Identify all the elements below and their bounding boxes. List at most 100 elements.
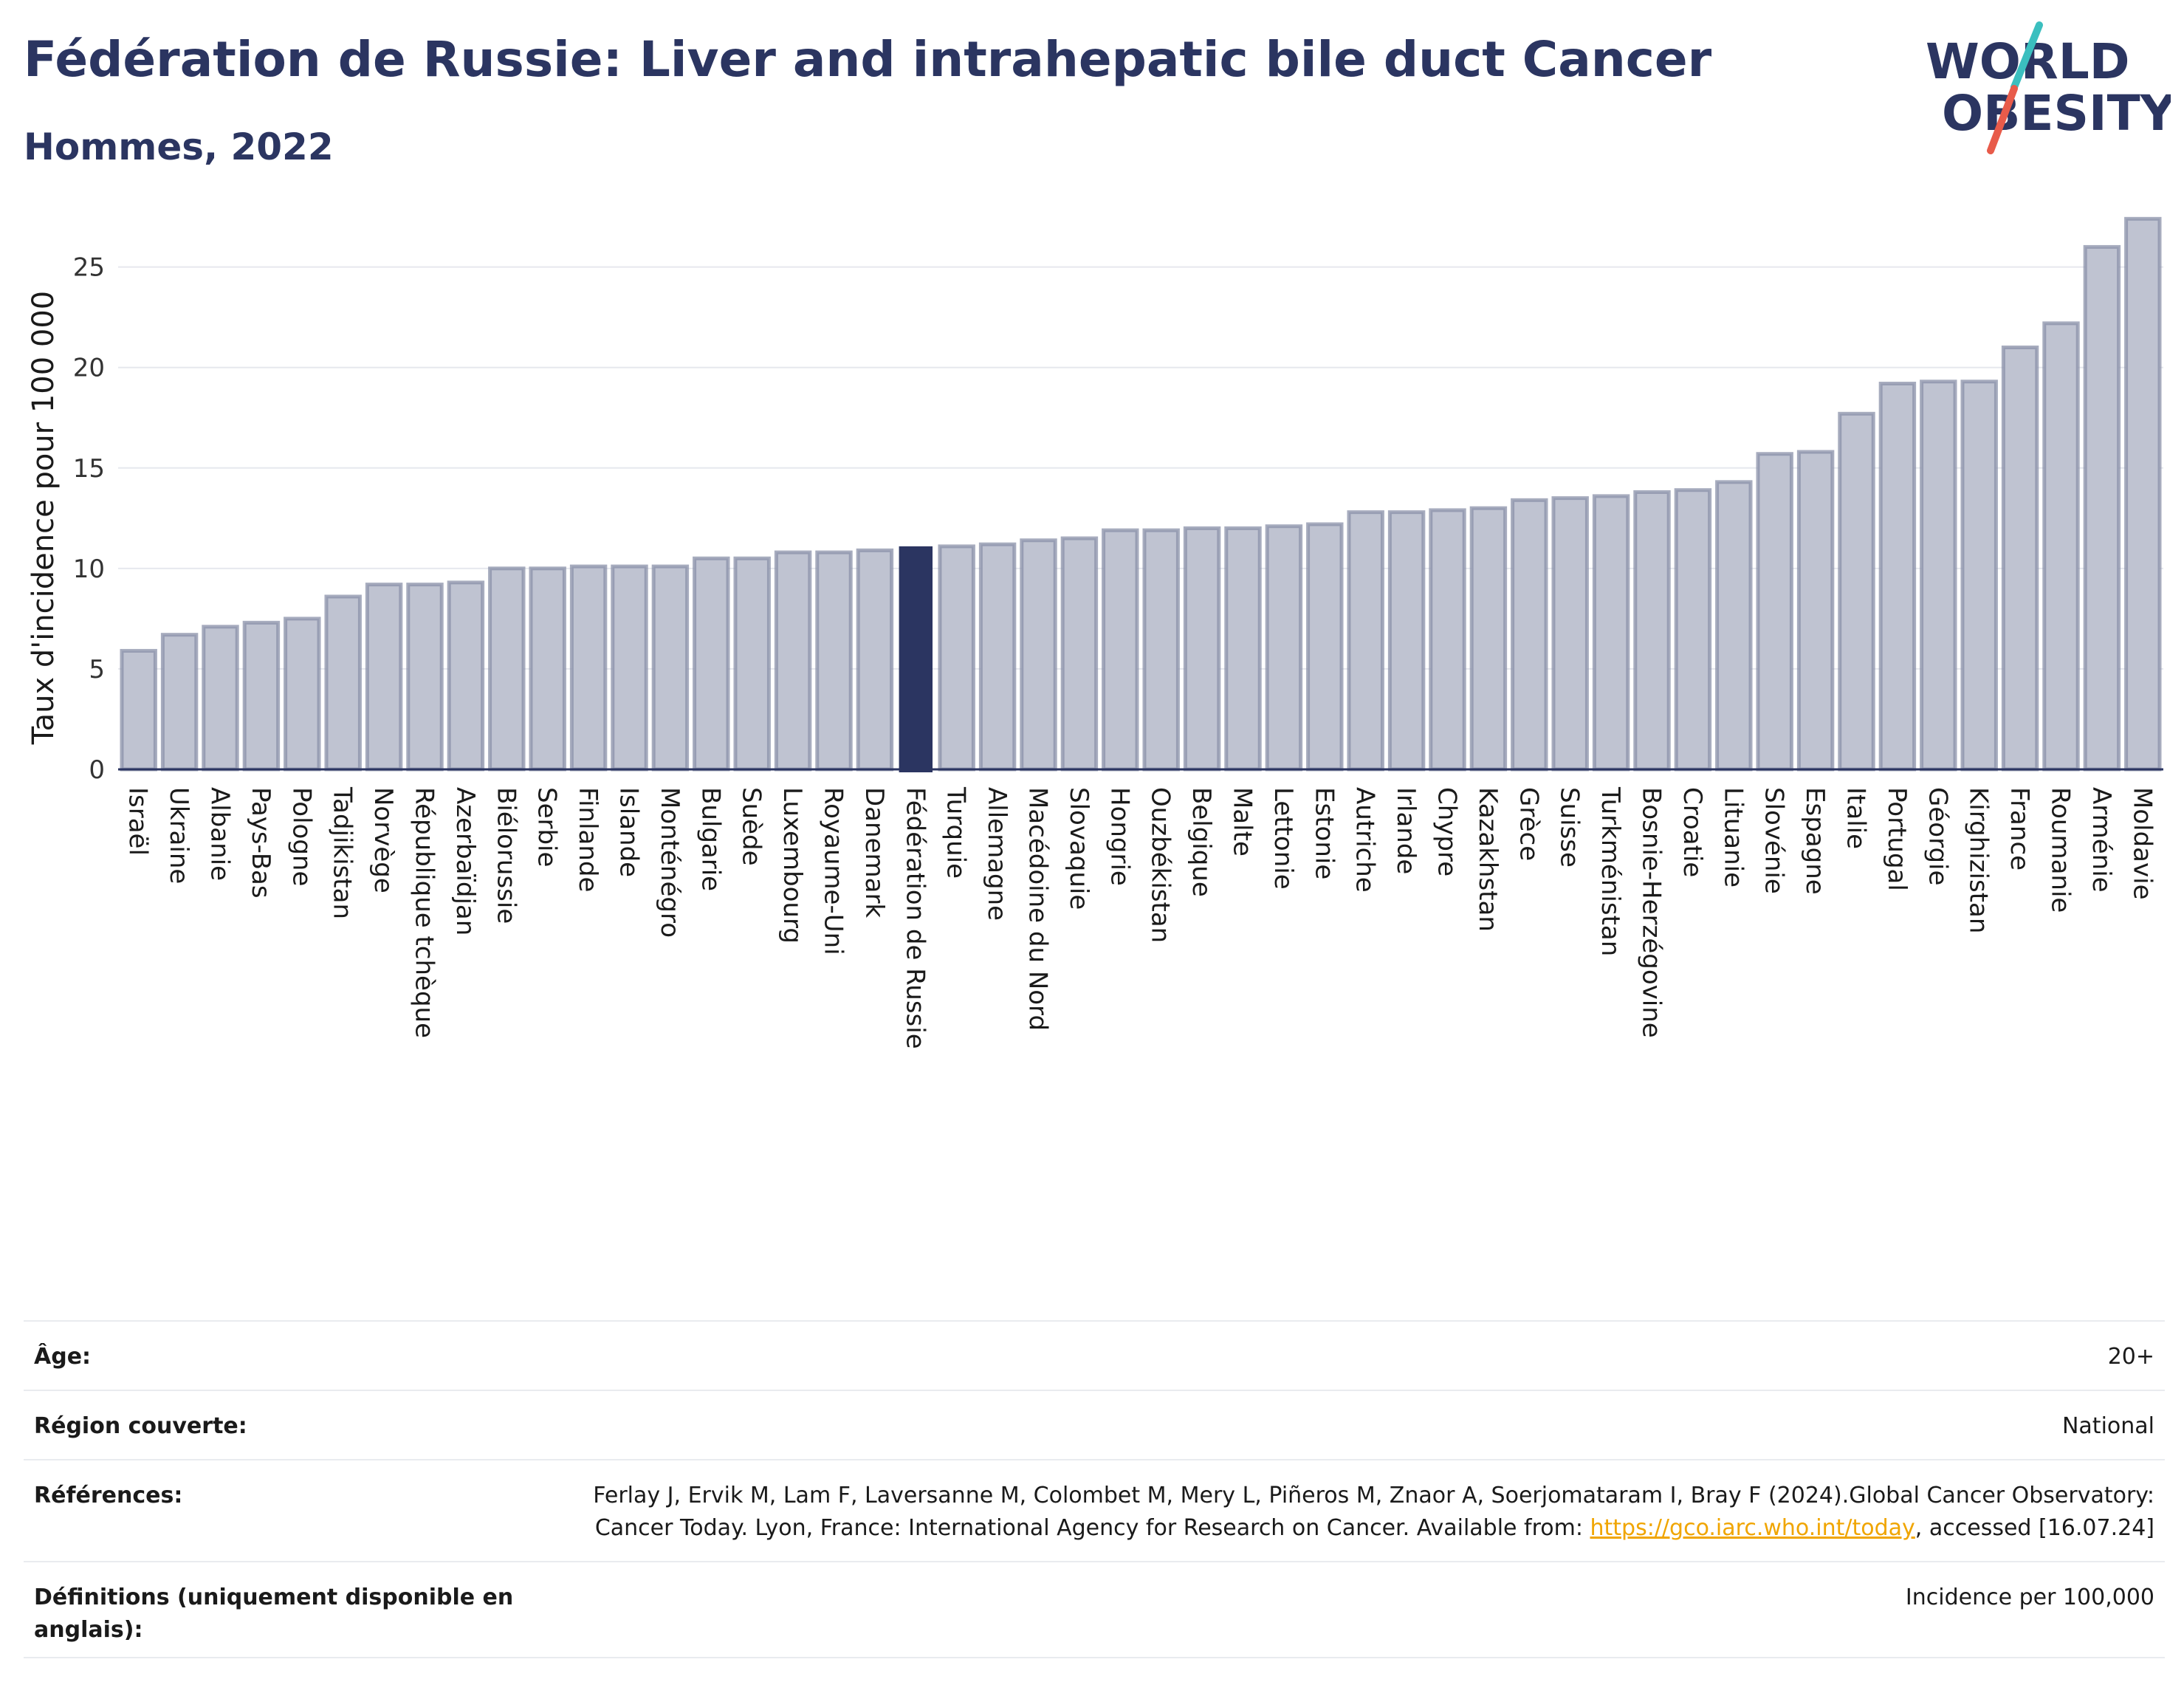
- x-tick-label: Serbie: [532, 787, 562, 867]
- x-tick-label: Lituanie: [1718, 787, 1748, 888]
- bar-12: [611, 564, 648, 772]
- bar-15: [733, 556, 771, 772]
- bar-27: [1224, 526, 1262, 772]
- bar-47: [2042, 321, 2080, 772]
- bar-30: [1347, 510, 1384, 772]
- x-tick-label: Malte: [1228, 787, 1257, 856]
- x-tick-label: Chypre: [1432, 787, 1462, 876]
- bar-32: [1429, 508, 1466, 772]
- x-tick-label: Ukraine: [164, 787, 193, 884]
- meta-value: 20+: [2107, 1344, 2154, 1370]
- bar-4: [284, 617, 321, 772]
- bar-9: [488, 566, 526, 772]
- bar-24: [1102, 528, 1139, 772]
- page-subtitle: Hommes, 2022: [24, 126, 334, 168]
- x-tick-label: Royaume-Uni: [819, 787, 848, 955]
- x-tick-label: République tchèque: [410, 787, 439, 1038]
- bar-20: [938, 544, 975, 772]
- x-tick-label: Biélorussie: [491, 787, 521, 924]
- meta-row: Références: Ferlay J, Ervik M, Lam F, Lav…: [24, 1459, 2165, 1561]
- bar-46: [2001, 346, 2039, 772]
- bar-28: [1265, 524, 1303, 772]
- bar-26: [1183, 526, 1221, 772]
- meta-label: Références:: [34, 1483, 183, 1508]
- x-tick-label: Portugal: [1882, 787, 1912, 891]
- bar-chart: 0 5 10 15 20 25 Taux d'incidence pour 100 000 I…: [27, 216, 2163, 1049]
- meta-row: Région couverte: National: [24, 1390, 2165, 1459]
- meta-label: Région couverte:: [34, 1413, 247, 1439]
- x-tick-label: Norvège: [368, 787, 398, 893]
- meta-row: Âge: 20+: [24, 1320, 2165, 1390]
- x-tick-label: Islande: [614, 787, 644, 877]
- metadata-table: Âge: 20+ Région couverte: National Référence…: [24, 1320, 2165, 1658]
- bar-17: [815, 550, 853, 772]
- x-tick-label: Géorgie: [1923, 787, 1952, 885]
- bar-5: [324, 594, 362, 772]
- logo-text-obesity: OBESITY: [1942, 85, 2171, 142]
- bar-45: [1960, 380, 1998, 772]
- bar-22: [1020, 538, 1057, 772]
- bar-11: [569, 564, 608, 772]
- x-tick-label: Bosnie-Herzégovine: [1637, 787, 1666, 1038]
- x-tick-label: Belgique: [1187, 787, 1216, 897]
- bar-31: [1387, 510, 1426, 772]
- x-tick-label: Macédoine du Nord: [1023, 787, 1053, 1031]
- x-tick-label: Luxembourg: [777, 787, 807, 944]
- x-tick-label: Suède: [737, 787, 766, 866]
- bar-7: [406, 583, 444, 772]
- x-tick-label: Kazakhstan: [1473, 787, 1503, 932]
- bar-41: [1796, 450, 1835, 772]
- x-tick-label: Hongrie: [1105, 787, 1134, 886]
- x-tick-label: Monténégro: [655, 787, 684, 938]
- bar-40: [1756, 452, 1793, 772]
- bar-8: [447, 580, 485, 772]
- bar-36: [1592, 494, 1630, 772]
- y-tick-label: 10: [73, 555, 105, 584]
- meta-label: Âge:: [34, 1344, 92, 1370]
- logo-slash-teal-icon: [2010, 21, 2043, 91]
- x-tick-label: Tadjikistan: [328, 786, 357, 919]
- bar-34: [1511, 498, 1548, 772]
- x-tick-label: Albanie: [205, 787, 235, 881]
- x-tick-label: Espagne: [1800, 787, 1830, 895]
- x-tick-label: France: [2005, 787, 2034, 871]
- bar-44: [1920, 380, 1957, 772]
- x-tick-label: Moldavie: [2127, 787, 2157, 900]
- x-tick-label: Autriche: [1350, 787, 1380, 893]
- meta-label: Définitions (uniquement disponible en an…: [34, 1585, 514, 1643]
- y-tick-label: 5: [89, 655, 105, 684]
- bar-0: [120, 648, 157, 772]
- x-tick-label: Arménie: [2087, 787, 2116, 893]
- x-tick-label: Fédération de Russie: [900, 787, 930, 1049]
- reference-accessed: , accessed [16.07.24]: [1915, 1515, 2154, 1541]
- bar-1: [160, 633, 199, 772]
- x-tick-label: Turquie: [941, 786, 971, 879]
- bar-23: [1060, 536, 1099, 772]
- bar-16: [774, 550, 812, 772]
- bar-48: [2083, 244, 2121, 772]
- x-tick-label: Pays-Bas: [246, 787, 275, 899]
- x-tick-label: Slovénie: [1759, 787, 1789, 894]
- x-tick-label: Roumanie: [2046, 787, 2075, 913]
- bar-18: [856, 548, 894, 772]
- bar-49: [2124, 216, 2162, 772]
- y-axis-label: Taux d'incidence pour 100 000: [27, 291, 61, 745]
- bar-14: [693, 556, 730, 772]
- bar-42: [1838, 411, 1875, 772]
- meta-value: National: [2061, 1413, 2154, 1439]
- y-tick-label: 20: [73, 354, 105, 383]
- meta-row: Définitions (uniquement disponible en an…: [24, 1561, 2165, 1658]
- y-tick-label: 25: [73, 253, 105, 283]
- x-tick-label: Estonie: [1309, 787, 1339, 879]
- bar-35: [1551, 496, 1589, 772]
- logo-slash-red-icon: [1987, 85, 2018, 154]
- bar-39: [1715, 480, 1753, 772]
- bar-13: [651, 564, 690, 772]
- bar-21: [978, 542, 1017, 772]
- bar-38: [1674, 488, 1712, 772]
- reference-link[interactable]: https://gco.iarc.who.int/today: [1590, 1515, 1915, 1541]
- x-tick-label: Irlande: [1391, 787, 1421, 874]
- world-obesity-logo: WORLD OBESITY: [1926, 21, 2171, 154]
- bar-3: [242, 620, 281, 772]
- x-tick-label: Azerbaïdjan: [450, 787, 480, 935]
